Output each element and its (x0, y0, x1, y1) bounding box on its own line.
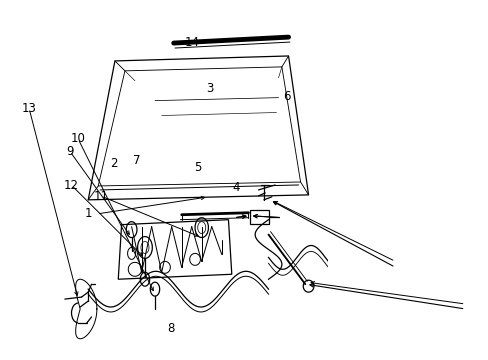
Bar (355, 269, 421, 349)
Text: 1: 1 (84, 207, 91, 220)
Text: 12: 12 (64, 179, 79, 192)
Text: 14: 14 (184, 36, 200, 49)
Text: 11: 11 (93, 190, 108, 203)
Bar (249, 210, 268, 224)
Text: 8: 8 (167, 322, 175, 335)
Text: 13: 13 (21, 102, 37, 115)
Text: 9: 9 (66, 145, 74, 158)
Text: 6: 6 (283, 90, 290, 103)
Text: 10: 10 (71, 132, 85, 145)
Text: 5: 5 (193, 161, 201, 174)
Text: 3: 3 (205, 82, 213, 95)
Text: 4: 4 (232, 181, 240, 194)
Text: 2: 2 (110, 157, 118, 170)
Text: 7: 7 (133, 154, 141, 167)
